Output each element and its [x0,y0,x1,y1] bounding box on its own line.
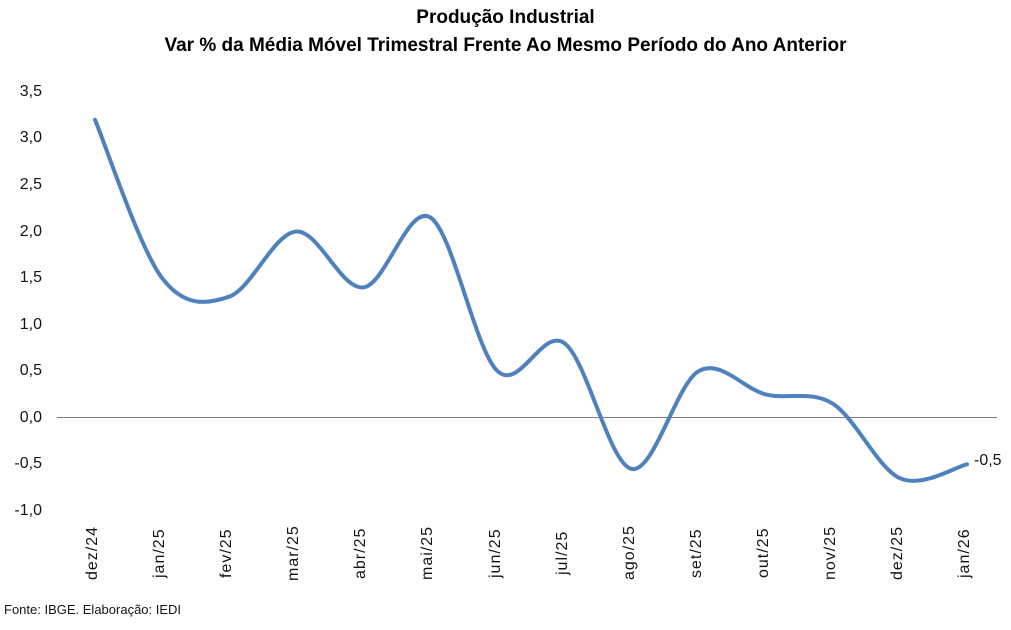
x-axis-tick-label: jan/25 [151,528,169,578]
x-axis-tick-label: jul/25 [553,530,571,576]
x-axis-tick-label: abr/25 [352,527,370,579]
chart-title: Produção Industrial [416,7,595,28]
series-end-data-label: -0,5 [974,452,1002,469]
y-axis-tick-label: 1,0 [19,315,42,333]
x-axis-tick-label: ago/25 [620,525,638,581]
trend-line [93,117,969,483]
chart-title-block: Produção Industrial Var % da Média Móvel… [0,4,1011,60]
zero-gridline [57,417,997,418]
y-axis-tick-label: 1,5 [19,269,42,287]
x-axis-tick-label: dez/24 [84,525,101,581]
y-axis-tick-label: 3,0 [19,129,42,147]
x-axis-tick-label: nov/25 [821,525,839,581]
source-note: Fonte: IBGE. Elaboração: IEDI [4,602,182,617]
y-axis-tick-label: -1,0 [14,501,42,519]
y-axis-tick-label: 2,0 [19,222,42,240]
y-axis-tick-label: 0,0 [19,408,42,426]
x-axis-tick-label: jun/25 [486,528,504,578]
x-axis-tick-label: set/25 [687,528,705,578]
y-axis-tick-label: 3,5 [19,82,42,100]
x-axis-tick-label: dez/25 [888,525,906,581]
x-axis-tick-label: mai/25 [419,525,437,581]
x-axis-tick-label: fev/25 [218,528,236,578]
x-axis-tick-label: jan/26 [956,528,973,578]
y-axis-tick-label: 2,5 [19,175,42,193]
y-axis-tick-label: 0,5 [19,362,42,380]
chart-subtitle: Var % da Média Móvel Trimestral Frente A… [164,35,847,56]
y-axis-tick-label: -0,5 [14,455,42,473]
x-axis-tick-label: out/25 [754,527,772,579]
x-axis-tick-label: mar/25 [285,525,303,581]
